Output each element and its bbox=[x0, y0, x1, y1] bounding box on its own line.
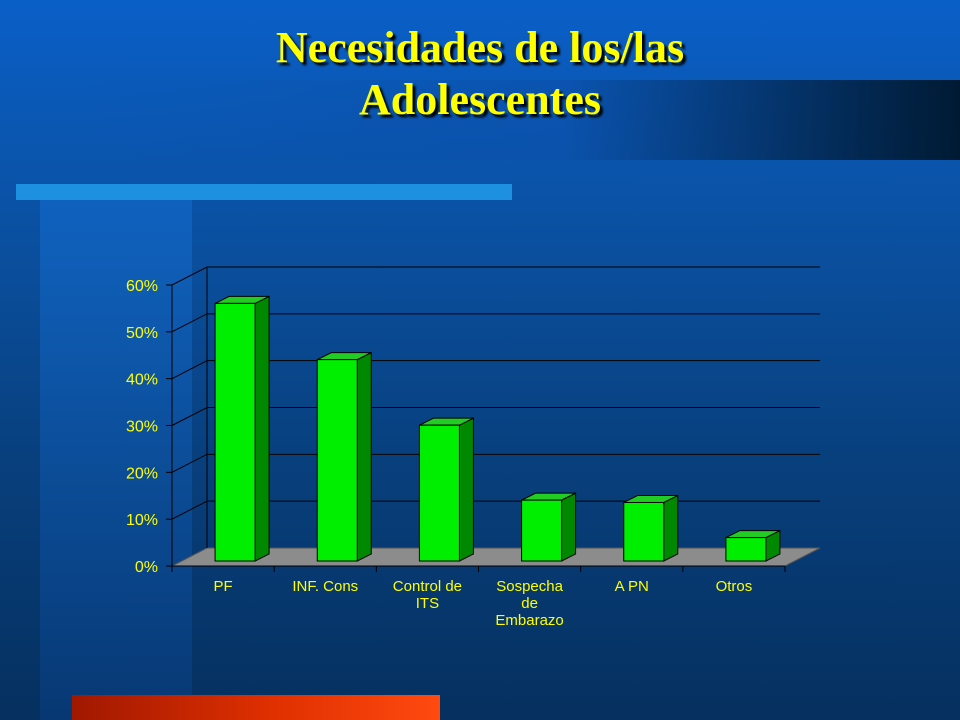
y-tick-label: 60% bbox=[126, 278, 158, 295]
bar bbox=[316, 351, 372, 562]
x-category-label-line: PF bbox=[213, 578, 232, 595]
bar-front bbox=[418, 424, 460, 562]
title-line-2: Adolescentes bbox=[359, 75, 601, 124]
bar-front bbox=[521, 499, 563, 562]
title-line-1: Necesidades de los/las bbox=[275, 23, 685, 72]
blue-stripe bbox=[16, 184, 512, 200]
bar-side bbox=[561, 492, 577, 562]
slide-title: Necesidades de los/las Adolescentes bbox=[0, 22, 960, 126]
bar bbox=[418, 417, 474, 562]
chart-bars bbox=[214, 295, 781, 562]
x-category-label-line: de bbox=[521, 595, 538, 612]
x-category-label-line: Sospecha bbox=[496, 578, 563, 595]
y-tick-label: 10% bbox=[126, 512, 158, 529]
gridline bbox=[171, 266, 820, 286]
bar bbox=[521, 492, 577, 562]
bar-side bbox=[663, 494, 679, 562]
x-category-labels: PF INF. Cons Control de ITS Sospecha de Embara… bbox=[213, 578, 752, 629]
x-category-label: Sospecha de Embarazo bbox=[495, 578, 563, 629]
y-tick-labels: 0% 10% 20% 30% 40% 50% 60% bbox=[126, 278, 158, 576]
bar-front bbox=[214, 302, 256, 562]
x-category-label: PF bbox=[213, 578, 232, 595]
y-tick-label: 0% bbox=[135, 559, 158, 576]
y-tick-label: 30% bbox=[126, 419, 158, 436]
title-band bbox=[80, 80, 960, 160]
x-category-label: Otros bbox=[716, 578, 753, 595]
bar-front bbox=[725, 537, 767, 562]
bar-side bbox=[254, 295, 270, 562]
x-category-label-line: INF. Cons bbox=[292, 578, 358, 595]
y-tick-label: 50% bbox=[126, 325, 158, 342]
y-tick-label: 40% bbox=[126, 372, 158, 389]
chart-axes bbox=[166, 267, 786, 572]
x-category-label-line: A PN bbox=[615, 578, 649, 595]
x-category-label-line: Otros bbox=[716, 578, 753, 595]
bar-side bbox=[356, 351, 372, 562]
x-category-label-line: Embarazo bbox=[495, 612, 563, 629]
bar bbox=[623, 494, 679, 562]
bar bbox=[725, 529, 781, 562]
x-category-label-line: Control de bbox=[393, 578, 462, 595]
x-category-label: A PN bbox=[615, 578, 649, 595]
bar-front bbox=[316, 359, 358, 562]
red-stripe bbox=[72, 695, 440, 720]
left-column-decoration bbox=[40, 200, 192, 720]
x-category-label-line: ITS bbox=[416, 595, 439, 612]
y-tick-label: 20% bbox=[126, 465, 158, 482]
x-category-label: INF. Cons bbox=[292, 578, 358, 595]
x-category-label: Control de ITS bbox=[393, 578, 462, 612]
bar-side bbox=[458, 417, 474, 562]
bar-front bbox=[623, 501, 665, 562]
bar bbox=[214, 295, 270, 562]
